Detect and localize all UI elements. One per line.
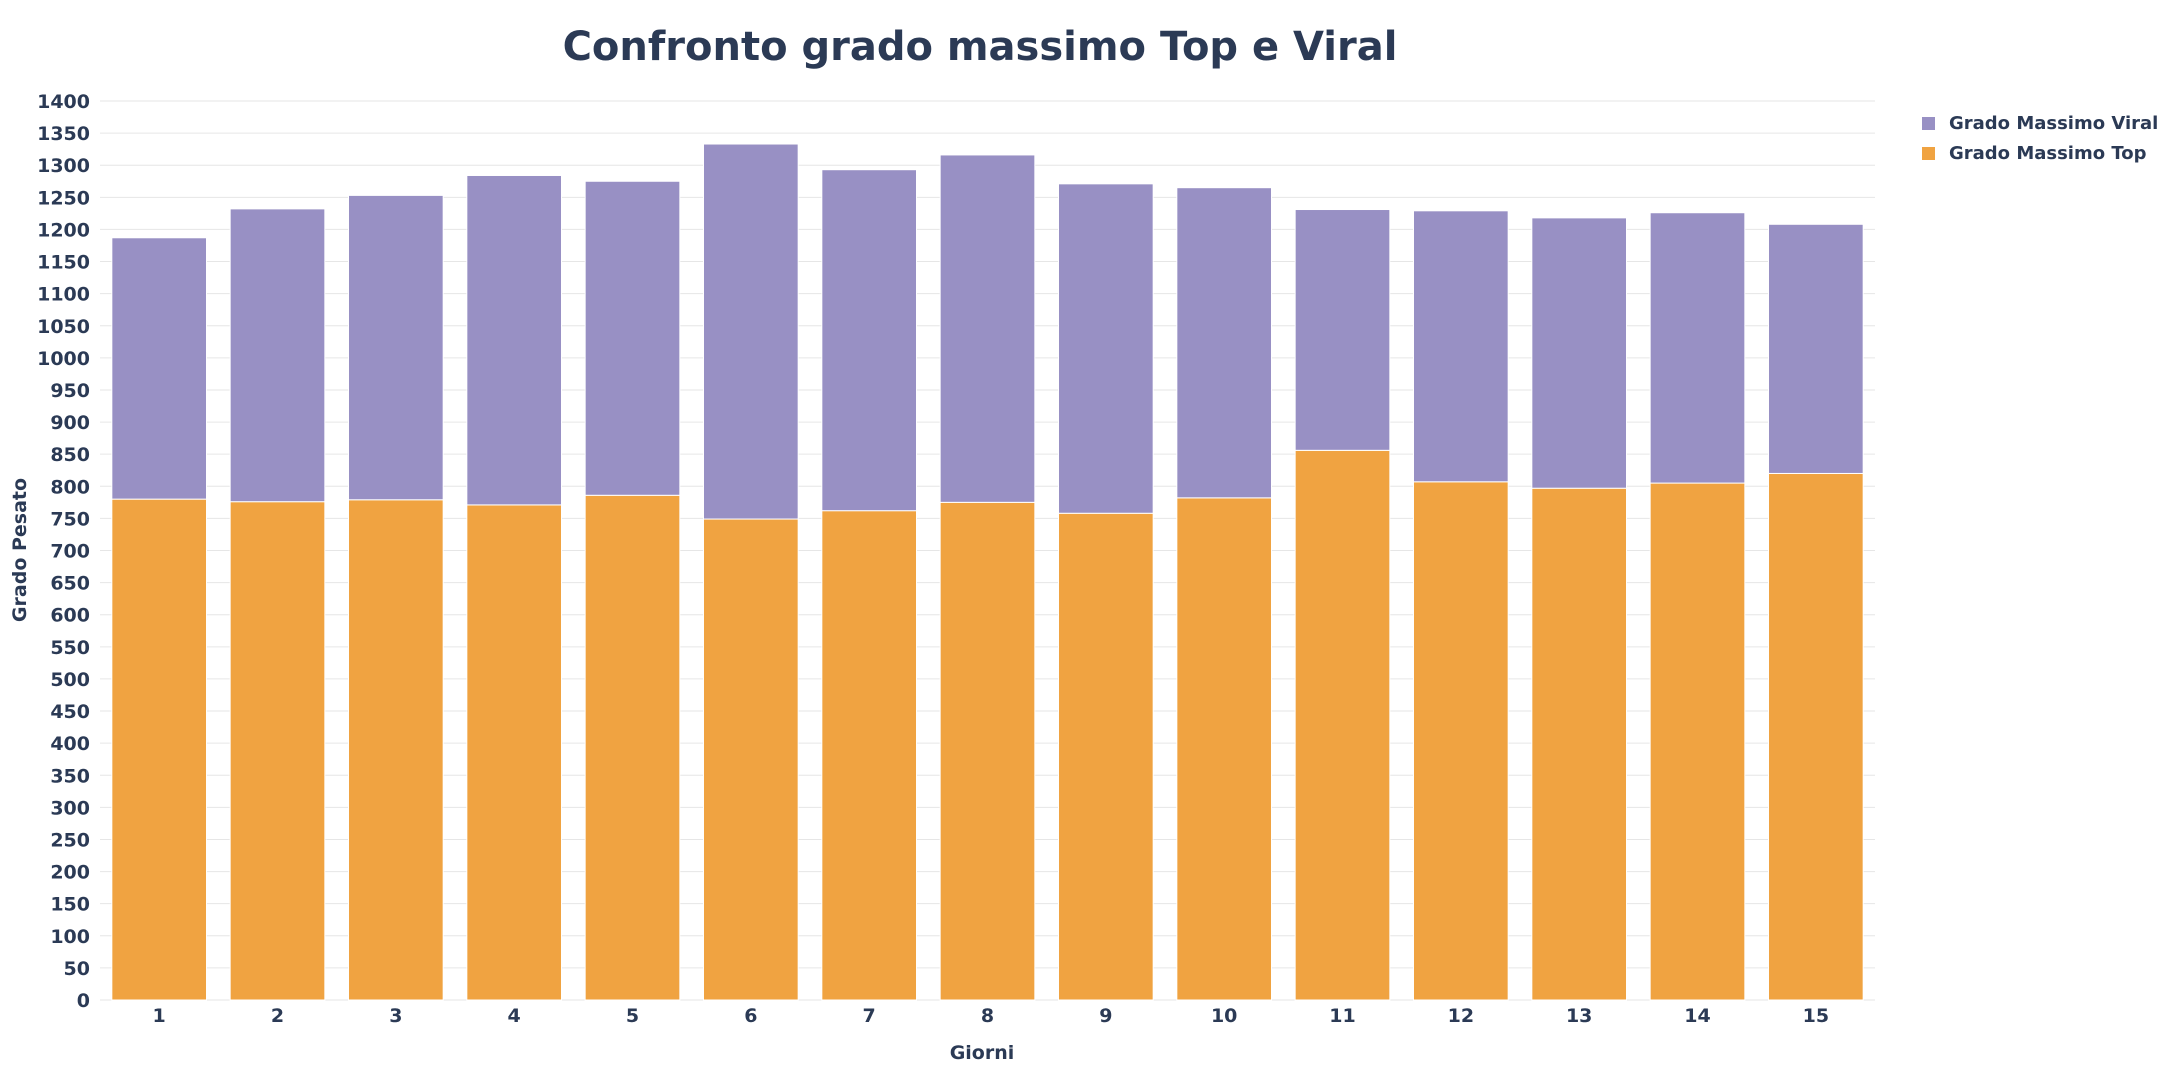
bar-viral[interactable] (1768, 223, 1864, 474)
y-tick-label: 1000 (37, 348, 90, 370)
bar-top[interactable] (1531, 487, 1628, 1001)
y-tick-label: 300 (50, 797, 90, 819)
bar-viral[interactable] (821, 169, 917, 512)
y-tick-label: 850 (50, 444, 90, 466)
x-tick-label: 9 (1099, 1005, 1112, 1027)
y-tick-label: 950 (50, 380, 90, 402)
y-tick-label: 500 (50, 669, 90, 691)
y-tick-label: 750 (50, 508, 90, 530)
y-tick-label: 1050 (37, 316, 90, 338)
y-tick-label: 600 (50, 605, 90, 627)
x-tick-label: 6 (744, 1005, 757, 1027)
x-tick-label: 11 (1329, 1005, 1355, 1027)
y-tick-label: 350 (50, 765, 90, 787)
legend-swatch-viral (1922, 116, 1935, 130)
y-tick-label: 0 (77, 990, 90, 1012)
bar-top[interactable] (939, 501, 1036, 1001)
x-tick-label: 4 (508, 1005, 521, 1027)
y-tick-label: 1150 (37, 252, 90, 274)
legend: Grado Massimo Viral Grado Massimo Top (1922, 108, 2158, 168)
legend-item-viral[interactable]: Grado Massimo Viral (1922, 108, 2158, 138)
x-tick-label: 13 (1566, 1005, 1592, 1027)
bar-top[interactable] (1058, 512, 1154, 1001)
bar-viral[interactable] (1531, 217, 1628, 489)
y-tick-label: 700 (50, 541, 90, 563)
y-axis-label: Grado Pesato (9, 478, 31, 622)
x-tick-label: 10 (1211, 1005, 1237, 1027)
bar-viral[interactable] (584, 180, 681, 496)
legend-swatch-top (1922, 146, 1935, 160)
bar-top[interactable] (584, 494, 681, 1001)
bar-top[interactable] (1176, 497, 1273, 1001)
x-tick-label: 1 (153, 1005, 166, 1027)
y-tick-label: 100 (50, 926, 90, 948)
bar-viral[interactable] (229, 208, 326, 503)
x-tick-label: 12 (1448, 1005, 1474, 1027)
bar-top[interactable] (1294, 449, 1391, 1001)
bar-viral[interactable] (1058, 183, 1154, 514)
y-tick-label: 1200 (37, 219, 90, 241)
y-tick-label: 250 (50, 829, 90, 851)
x-tick-label: 8 (981, 1005, 994, 1027)
bar-top[interactable] (111, 498, 207, 1001)
bar-top[interactable] (229, 501, 326, 1001)
bar-top[interactable] (348, 499, 444, 1001)
bar-viral[interactable] (1413, 210, 1509, 483)
y-tick-label: 550 (50, 637, 90, 659)
bar-viral[interactable] (1176, 187, 1273, 499)
bar-viral[interactable] (466, 174, 563, 506)
bar-top[interactable] (1413, 481, 1509, 1001)
bar-viral[interactable] (1294, 209, 1391, 451)
legend-label-top: Grado Massimo Top (1949, 142, 2147, 164)
bar-top[interactable] (821, 510, 917, 1001)
bar-viral[interactable] (939, 154, 1036, 503)
x-tick-label: 2 (271, 1005, 284, 1027)
bar-top[interactable] (703, 518, 799, 1001)
bar-viral[interactable] (111, 237, 207, 500)
legend-label-viral: Grado Massimo Viral (1949, 112, 2159, 134)
bar-viral[interactable] (1649, 212, 1746, 484)
y-tick-label: 1250 (37, 187, 90, 209)
legend-item-top[interactable]: Grado Massimo Top (1922, 138, 2158, 168)
bar-top[interactable] (1649, 482, 1746, 1001)
x-tick-label: 5 (626, 1005, 639, 1027)
y-tick-label: 400 (50, 733, 90, 755)
y-tick-label: 50 (64, 958, 90, 980)
bar-top[interactable] (466, 504, 563, 1001)
y-tick-label: 150 (50, 894, 90, 916)
y-tick-label: 800 (50, 476, 90, 498)
x-tick-label: 14 (1684, 1005, 1710, 1027)
bar-viral[interactable] (703, 143, 799, 520)
y-tick-label: 900 (50, 412, 90, 434)
y-tick-label: 450 (50, 701, 90, 723)
y-tick-label: 1100 (37, 284, 90, 306)
y-tick-label: 200 (50, 862, 90, 884)
x-tick-label: 15 (1803, 1005, 1829, 1027)
chart-title: Confronto grado massimo Top e Viral (562, 24, 1398, 70)
y-tick-label: 650 (50, 573, 90, 595)
y-tick-label: 1300 (37, 155, 90, 177)
y-tick-label: 1400 (37, 91, 90, 113)
bar-viral[interactable] (348, 194, 444, 501)
x-axis-label: Giorni (950, 1042, 1015, 1064)
y-tick-label: 1350 (37, 123, 90, 145)
x-tick-label: 7 (863, 1005, 876, 1027)
bar-top[interactable] (1768, 472, 1864, 1001)
x-tick-label: 3 (389, 1005, 402, 1027)
